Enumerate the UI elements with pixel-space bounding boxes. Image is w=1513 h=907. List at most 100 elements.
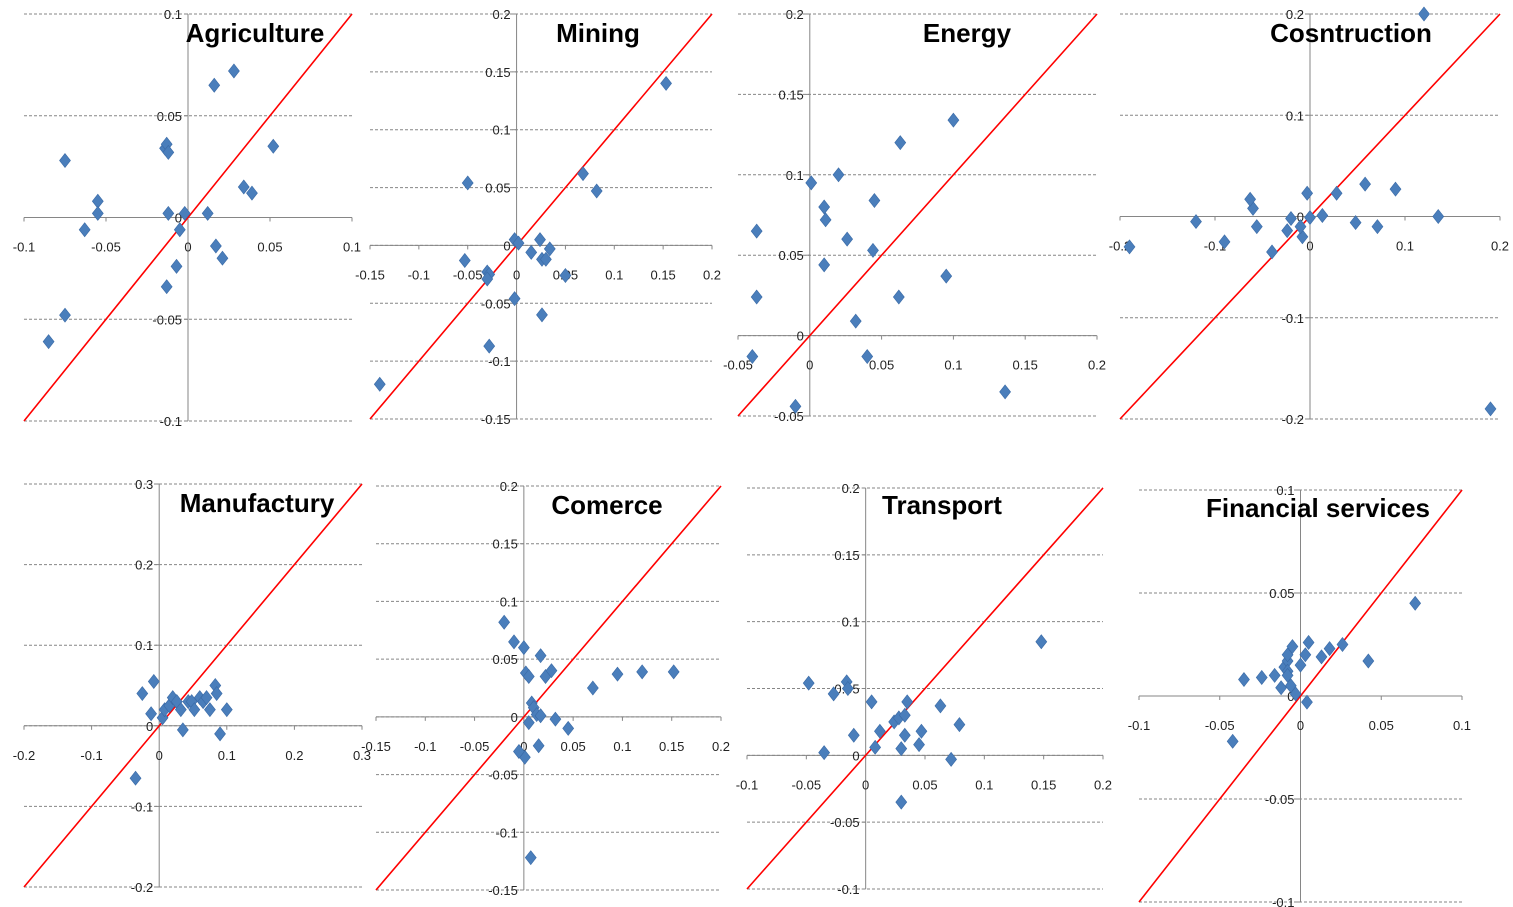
data-point: [204, 702, 216, 718]
data-point: [805, 175, 818, 191]
data-point: [750, 223, 763, 239]
data-point: [522, 715, 535, 731]
y-tick-label: 0: [1297, 210, 1304, 225]
data-point: [42, 334, 55, 350]
chart-title: Comerce: [551, 490, 662, 520]
data-point: [915, 723, 928, 739]
data-point: [1285, 211, 1297, 227]
x-tick-label: 0.05: [1369, 718, 1394, 733]
y-tick-label: -0.2: [1282, 412, 1304, 427]
data-point: [524, 850, 537, 866]
data-point: [1409, 595, 1422, 611]
data-point: [590, 183, 603, 199]
data-point: [543, 241, 556, 257]
x-tick-label: -0.05: [792, 777, 822, 792]
data-point: [162, 205, 175, 221]
data-point: [818, 257, 831, 273]
chart-panel-5: -0.15 -0.1 -0.05 0 0.05 0.1 0.15 0.2-0.15-0.1-0…: [361, 479, 730, 898]
x-tick-label: 0.05: [257, 240, 282, 255]
data-point: [869, 739, 882, 755]
x-tick-label: 0.1: [1453, 718, 1471, 733]
data-point: [228, 63, 240, 79]
data-point: [562, 720, 575, 736]
data-point: [868, 193, 881, 209]
chart-panel-1: -0.15-0.1-0.0500.050.10.150.2-0.15-0.1-0…: [355, 7, 721, 427]
data-point: [947, 112, 960, 128]
x-tick-label: 0.15: [1013, 358, 1038, 373]
data-point: [220, 702, 233, 718]
x-tick-label: 0.1: [218, 748, 236, 763]
x-tick-label: 0: [520, 739, 527, 754]
data-point: [874, 723, 886, 739]
y-tick-label: 0.2: [1286, 7, 1304, 22]
y-tick-label: -0.1: [488, 354, 510, 369]
data-point: [898, 727, 911, 743]
y-tick-label: -0.1: [131, 799, 153, 814]
data-point: [867, 242, 879, 258]
data-point: [1294, 657, 1307, 673]
chart-panel-6: -0.1-0.0500.050.10.150.2-0.1-0.0500.050.…: [736, 481, 1112, 897]
data-point: [1266, 244, 1278, 260]
x-tick-label: 0.15: [659, 739, 684, 754]
data-point: [129, 770, 142, 786]
y-tick-label: 0: [797, 329, 804, 344]
data-point: [667, 664, 680, 680]
y-tick-label: 0: [146, 719, 153, 734]
y-tick-label: 0.15: [493, 537, 518, 552]
x-tick-label: 0.05: [560, 739, 585, 754]
data-point: [750, 289, 763, 305]
data-point: [170, 258, 183, 274]
data-point: [1244, 191, 1257, 207]
data-point: [847, 727, 860, 743]
data-point: [1299, 647, 1312, 663]
y-tick-label: -0.15: [481, 412, 511, 427]
data-point: [200, 690, 213, 706]
data-point: [173, 222, 186, 238]
x-tick-label: -0.1: [1128, 718, 1150, 733]
data-point: [1289, 686, 1302, 702]
chart-title: Financial services: [1206, 493, 1430, 523]
data-point: [178, 205, 191, 221]
chart-panel-0: -0.1 -0.05 0 0.05 0.1 -0.1 -0.05 0 0.05 0.1 Agricu…: [13, 7, 361, 429]
data-point: [1336, 637, 1349, 652]
data-point: [832, 167, 845, 183]
y-tick-label: 0.1: [164, 7, 182, 22]
x-tick-label: 0.2: [712, 739, 730, 754]
y-tick-label: 0.05: [485, 181, 510, 196]
data-point: [577, 166, 589, 182]
chart-panel-4: -0.2 -0.1 0 0.1 0.2 0.3 -0.2 -0.1 0 0.1 0.2 0.3 Manu…: [13, 477, 371, 895]
data-point: [1238, 672, 1250, 688]
y-tick-label: 0.15: [834, 548, 859, 563]
x-tick-label: -0.1: [80, 748, 102, 763]
x-tick-label: 0.1: [1396, 239, 1414, 254]
x-tick-label: 0.1: [944, 358, 962, 373]
chart-title: Cosntruction: [1270, 18, 1432, 48]
reference-line-y-equals-x: [737, 13, 1098, 417]
x-tick-label: 0.3: [353, 748, 371, 763]
data-point: [508, 634, 520, 650]
y-tick-label: 0.3: [135, 477, 153, 492]
data-point: [160, 279, 173, 295]
data-point: [1371, 219, 1384, 235]
x-tick-label: 0.05: [869, 358, 894, 373]
data-point: [901, 694, 914, 710]
x-tick-label: -0.2: [13, 748, 35, 763]
y-tick-label: -0.15: [488, 883, 518, 898]
data-point: [819, 212, 832, 228]
data-point: [136, 686, 149, 702]
y-tick-label: 0.2: [842, 481, 860, 496]
data-point: [865, 694, 878, 710]
data-point: [1418, 6, 1430, 22]
y-tick-label: 0.05: [778, 248, 803, 263]
data-point: [78, 222, 91, 238]
data-point: [201, 205, 214, 221]
data-point: [513, 744, 525, 759]
data-point: [849, 313, 862, 329]
data-point: [176, 722, 189, 738]
data-point: [861, 349, 874, 364]
y-tick-label: -0.1: [495, 825, 517, 840]
x-tick-label: 0.2: [1088, 358, 1106, 373]
data-point: [1294, 219, 1307, 235]
data-point: [534, 232, 546, 248]
x-tick-label: 0.15: [650, 267, 675, 282]
